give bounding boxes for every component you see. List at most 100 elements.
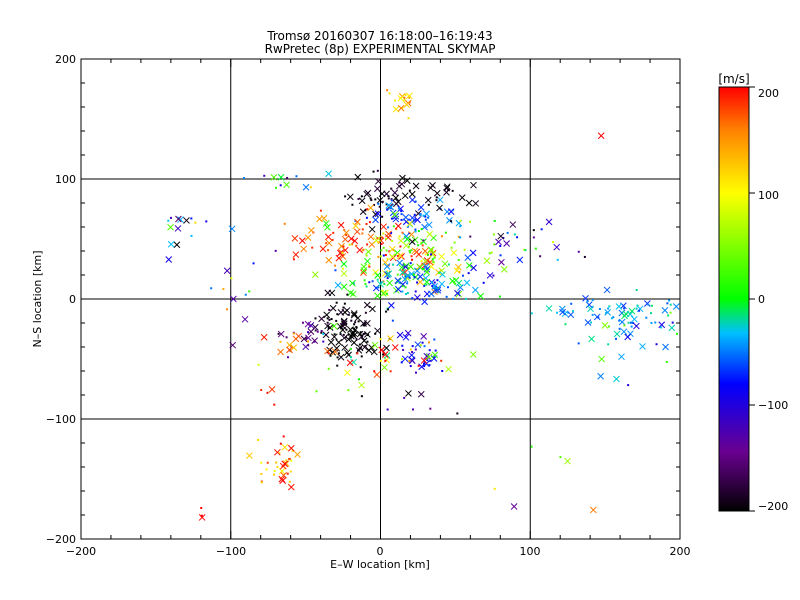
point-marker-x xyxy=(477,292,485,300)
point-marker-dot xyxy=(432,261,435,264)
point-marker-dot xyxy=(427,203,430,206)
point-marker-x xyxy=(316,215,323,223)
point-marker-dot xyxy=(433,338,436,341)
point-marker-dot xyxy=(671,321,674,324)
point-marker-dot xyxy=(244,293,247,296)
point-marker-x xyxy=(331,348,339,356)
point-marker-dot xyxy=(210,287,213,290)
point-marker-dot xyxy=(354,321,357,324)
point-marker-x xyxy=(374,177,382,185)
point-marker-x xyxy=(277,348,284,356)
point-marker-dot xyxy=(390,199,393,202)
point-marker-x xyxy=(391,344,399,351)
point-marker-dot xyxy=(424,218,427,221)
point-marker-dot xyxy=(283,222,286,225)
point-marker-dot xyxy=(327,367,330,370)
point-marker-x xyxy=(381,364,388,371)
point-marker-x xyxy=(394,198,402,206)
point-marker-dot xyxy=(427,341,430,344)
point-marker-x xyxy=(281,443,289,451)
point-marker-x xyxy=(587,305,594,313)
point-marker-dot xyxy=(366,340,369,343)
point-marker-dot xyxy=(369,197,372,200)
point-marker-x xyxy=(349,290,357,298)
point-marker-dot xyxy=(366,243,369,246)
point-marker-dot xyxy=(328,318,331,321)
point-marker-dot xyxy=(326,317,329,320)
point-marker-x xyxy=(340,320,348,328)
point-marker-x xyxy=(329,348,337,356)
point-marker-dot xyxy=(385,237,388,240)
point-marker-dot xyxy=(409,251,412,254)
point-marker-x xyxy=(408,351,415,359)
point-marker-dot xyxy=(605,311,608,314)
y-tick-label-2: 0 xyxy=(69,293,76,306)
point-marker-dot xyxy=(286,176,289,179)
point-marker-x xyxy=(307,227,315,234)
point-marker-dot xyxy=(286,472,289,475)
point-marker-dot xyxy=(401,231,404,234)
point-marker-dot xyxy=(398,281,401,284)
point-marker-x xyxy=(668,324,676,332)
point-marker-dot xyxy=(307,331,310,334)
point-marker-dot xyxy=(257,438,260,441)
point-marker-dot xyxy=(660,326,663,329)
colorbar-tick-label-0: 200 xyxy=(758,87,779,100)
colorbar-tick-label-1: 100 xyxy=(758,189,779,202)
point-marker-dot xyxy=(607,325,610,328)
point-marker-dot xyxy=(428,349,431,352)
point-marker-dot xyxy=(355,244,358,247)
point-marker-x xyxy=(300,335,308,343)
point-marker-x xyxy=(311,337,319,344)
point-marker-dot xyxy=(398,181,401,184)
point-marker-x xyxy=(392,105,400,113)
point-marker-dot xyxy=(331,239,334,242)
point-marker-dot xyxy=(366,333,369,336)
point-marker-dot xyxy=(591,313,594,316)
point-marker-dot xyxy=(552,241,555,244)
point-marker-dot xyxy=(386,208,389,211)
point-marker-x xyxy=(454,289,461,297)
point-marker-x xyxy=(374,185,381,193)
point-marker-x xyxy=(636,305,644,313)
point-marker-x xyxy=(403,235,411,243)
point-marker-dot xyxy=(376,278,379,281)
point-marker-dot xyxy=(347,389,350,392)
point-marker-dot xyxy=(469,220,472,223)
point-marker-dot xyxy=(459,219,462,222)
point-marker-x xyxy=(304,334,312,342)
point-marker-x xyxy=(229,341,237,349)
point-marker-dot xyxy=(286,356,289,359)
point-marker-x xyxy=(567,311,575,319)
point-marker-x xyxy=(383,344,390,352)
point-marker-dot xyxy=(337,352,340,355)
point-marker-dot xyxy=(360,195,363,198)
point-marker-x xyxy=(358,381,365,389)
point-marker-x xyxy=(337,221,345,229)
point-marker-dot xyxy=(334,269,337,272)
point-marker-dot xyxy=(248,290,251,293)
x-tick-label-0: −200 xyxy=(66,545,96,558)
point-marker-x xyxy=(356,246,364,254)
point-marker-dot xyxy=(368,264,371,267)
point-marker-x xyxy=(396,259,404,267)
point-marker-dot xyxy=(328,308,331,311)
point-marker-dot xyxy=(343,302,346,305)
point-marker-x xyxy=(598,355,606,363)
point-marker-dot xyxy=(413,213,416,216)
point-marker-dot xyxy=(428,364,431,367)
point-marker-dot xyxy=(406,282,409,285)
point-marker-x xyxy=(420,332,428,340)
point-marker-x xyxy=(589,506,597,514)
point-marker-x xyxy=(465,199,473,207)
point-marker-dot xyxy=(260,388,263,391)
point-marker-dot xyxy=(423,362,426,365)
point-marker-x xyxy=(336,249,344,257)
point-marker-dot xyxy=(279,442,282,445)
point-marker-x xyxy=(455,263,462,271)
point-marker-x xyxy=(408,238,416,246)
point-marker-x xyxy=(299,237,306,245)
point-marker-dot xyxy=(282,435,285,438)
point-marker-dot xyxy=(279,184,282,187)
point-marker-dot xyxy=(411,345,414,348)
